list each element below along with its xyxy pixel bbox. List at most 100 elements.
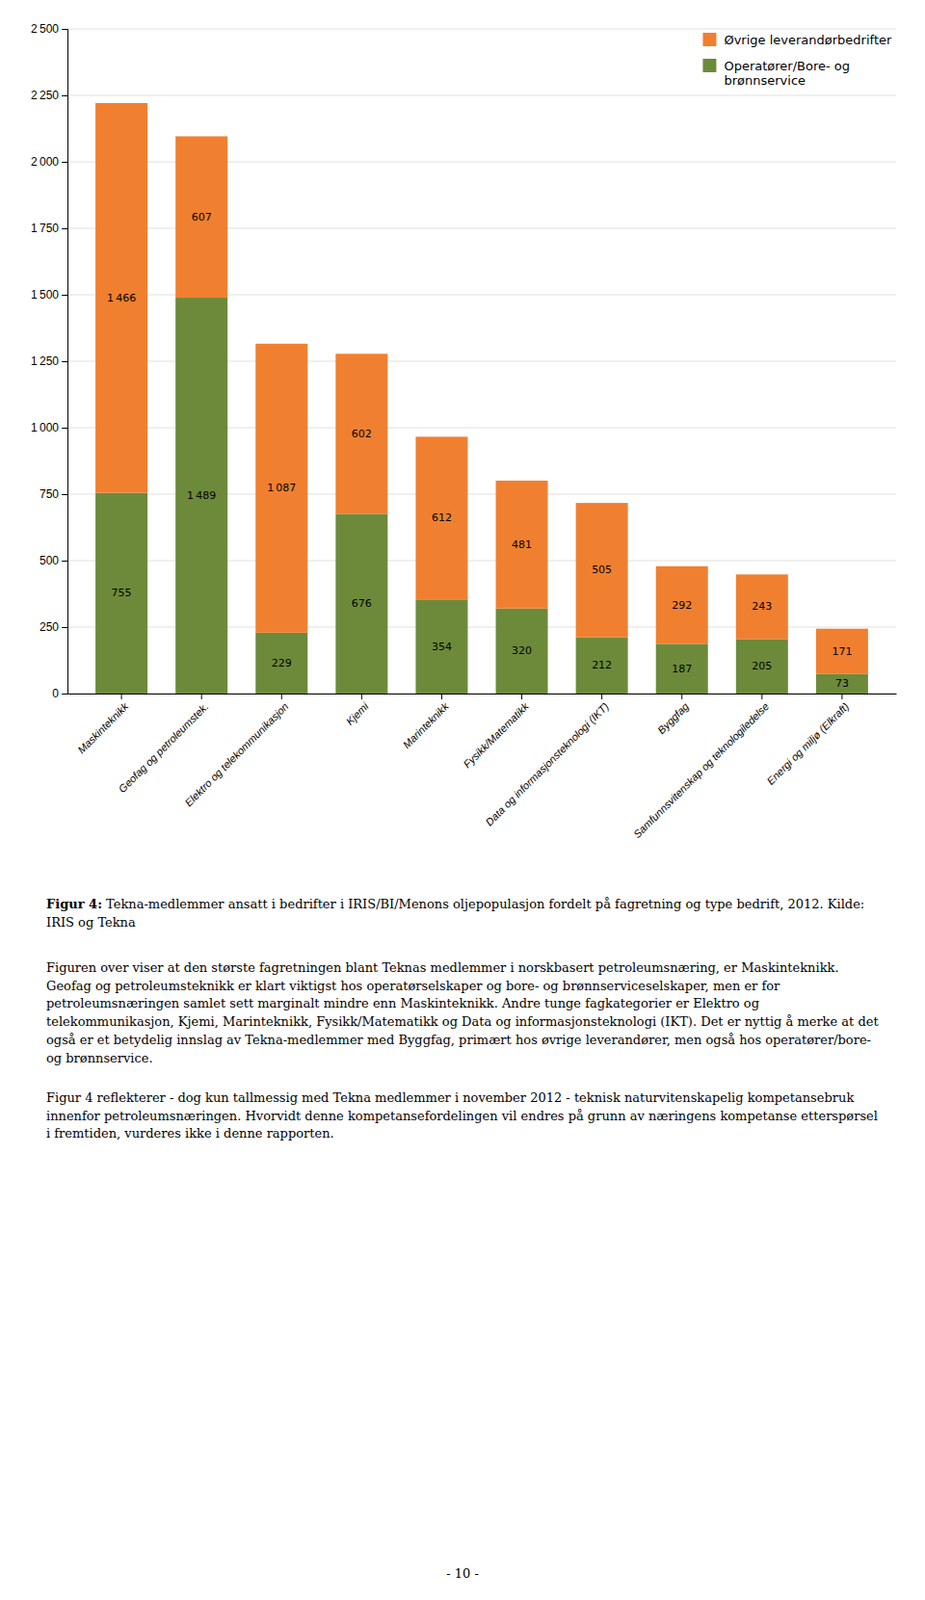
x-tick-mark: [201, 693, 203, 700]
bar: [255, 343, 308, 634]
x-tick: Byggfag: [655, 693, 692, 737]
x-tick: Fysikk/Matematikk: [460, 693, 531, 771]
bar: [415, 436, 468, 600]
plot: 0 250 500 750 1 000 1 250 1 500 1 750 2 000 2 250…: [30, 22, 898, 841]
y-tick-mark: [61, 560, 68, 562]
y-tick-mark: [61, 228, 68, 230]
y-tick-label: 2 000: [30, 155, 59, 169]
y-tick: 2 000: [30, 155, 68, 169]
y-tick: 500: [39, 554, 68, 568]
bar: [95, 493, 148, 694]
caption: Figur 4: Tekna-medlemmer ansatt i bedrif…: [46, 896, 879, 933]
x-tick-label: Elektro og telekommunikasjon: [182, 700, 291, 809]
body-paragraph: Figuren over viser at den største fagret…: [46, 959, 879, 1069]
x-tick: Maskinteknikk: [75, 693, 132, 756]
legend-label: Operatører/Bore- ogbrønnservice: [723, 58, 850, 88]
y-tick-label: 1 500: [30, 288, 59, 302]
legend-label-line: Øvrige leverandørbedrifter: [723, 32, 893, 48]
legend-item: Øvrige leverandørbedrifter: [702, 32, 893, 48]
y-tick: 0: [52, 687, 68, 701]
y-tick-mark: [61, 28, 68, 30]
x-tick-mark: [121, 693, 123, 700]
legend-label: Øvrige leverandørbedrifter: [723, 32, 893, 48]
x-tick: Data og informasjonsteknologi (IKT): [482, 693, 611, 829]
bar: [576, 502, 629, 637]
x-tick: Samfunnsvitenskap og teknologiledelse: [631, 693, 771, 841]
y-tick-label: 750: [39, 487, 59, 502]
bar: [175, 297, 228, 694]
x-tick-label: Data og informasjonsteknologi (IKT): [482, 700, 611, 829]
y-tick-mark: [61, 627, 68, 629]
legend-label-line: brønnservice: [723, 73, 806, 88]
y-tick-label: 2 250: [30, 88, 59, 103]
x-tick-label: Samfunnsvitenskap og teknologiledelse: [631, 700, 771, 841]
legend-swatch: [702, 58, 716, 73]
grid-line: [67, 28, 897, 30]
x-tick-mark: [521, 693, 523, 700]
y-tick-mark: [61, 427, 68, 429]
bar: [496, 608, 549, 694]
data-label: 1 466: [106, 291, 136, 305]
y-tick-mark: [61, 361, 68, 363]
page-number: - 10 -: [0, 1566, 925, 1582]
bar: [255, 633, 308, 694]
y-tick: 2 500: [30, 22, 68, 36]
caption-label: Figur 4:: [46, 897, 103, 912]
y-tick: 750: [39, 487, 68, 502]
bar: [415, 599, 468, 694]
y-tick-label: 0: [52, 687, 59, 701]
x-tick-mark: [761, 693, 763, 700]
y-tick-mark: [61, 294, 68, 296]
x-tick-label: Kjemi: [343, 700, 371, 728]
x-tick-mark: [841, 693, 843, 700]
y-tick: 1 250: [30, 354, 68, 369]
y-tick-label: 1 250: [30, 354, 59, 369]
y-axis-line: [61, 29, 69, 695]
x-tick-label: Geofag og petroleumstek.: [116, 700, 212, 795]
x-tick-mark: [681, 693, 683, 700]
x-tick-mark: [361, 693, 363, 700]
x-axis: MaskinteknikkGeofag og petroleumstek.Ele…: [68, 693, 898, 841]
legend: Øvrige leverandørbedrifter Operatører/Bor…: [702, 32, 893, 88]
grid-line: [67, 95, 897, 97]
bar: [656, 643, 709, 694]
y-tick: 250: [39, 620, 68, 635]
x-tick: Marinteknikk: [400, 693, 451, 751]
bar: [656, 566, 709, 645]
x-tick: Elektro og telekommunikasjon: [182, 693, 291, 809]
grid: [67, 28, 897, 694]
bar-series: [95, 297, 869, 694]
data-label: 607: [191, 211, 212, 224]
y-tick: 1 750: [30, 221, 68, 236]
bar: [95, 103, 148, 494]
bar: [175, 136, 228, 299]
chart: 0 250 500 750 1 000 1 250 1 500 1 750 2 000 2 250…: [0, 0, 925, 887]
y-tick: 1 000: [30, 421, 68, 435]
y-tick-label: 1 000: [30, 421, 59, 435]
data-label: 171: [831, 645, 852, 659]
data-label: 187: [671, 662, 692, 676]
data-label: 205: [751, 660, 772, 673]
data-label: 755: [111, 586, 133, 600]
x-tick-mark: [281, 693, 283, 700]
data-label: 354: [431, 640, 452, 654]
data-label: 602: [351, 427, 372, 441]
data-label: 676: [351, 597, 372, 610]
caption-text: Tekna-medlemmer ansatt i bedrifter i IRI…: [46, 897, 865, 930]
data-label: 1 489: [186, 489, 216, 503]
text-section: Figur 4: Tekna-medlemmer ansatt i bedrif…: [46, 896, 879, 1165]
x-tick-mark: [441, 693, 443, 700]
data-label: 243: [751, 600, 772, 613]
legend-label-line: Operatører/Bore- og: [723, 58, 850, 74]
legend-item: Operatører/Bore- ogbrønnservice: [702, 58, 850, 88]
x-tick: Energi og miljø (Elkraft): [764, 693, 851, 788]
x-tick-label: Byggfag: [655, 699, 692, 737]
bar: [335, 353, 388, 514]
bar: [816, 674, 869, 694]
body-paragraph: Figur 4 reflekterer - dog kun tallmessig…: [46, 1089, 879, 1145]
y-tick-mark: [61, 95, 68, 97]
data-label: 73: [835, 677, 849, 690]
bar: [576, 636, 629, 694]
x-tick-label: Energi og miljø (Elkraft): [764, 700, 851, 788]
data-label: 229: [271, 657, 292, 670]
